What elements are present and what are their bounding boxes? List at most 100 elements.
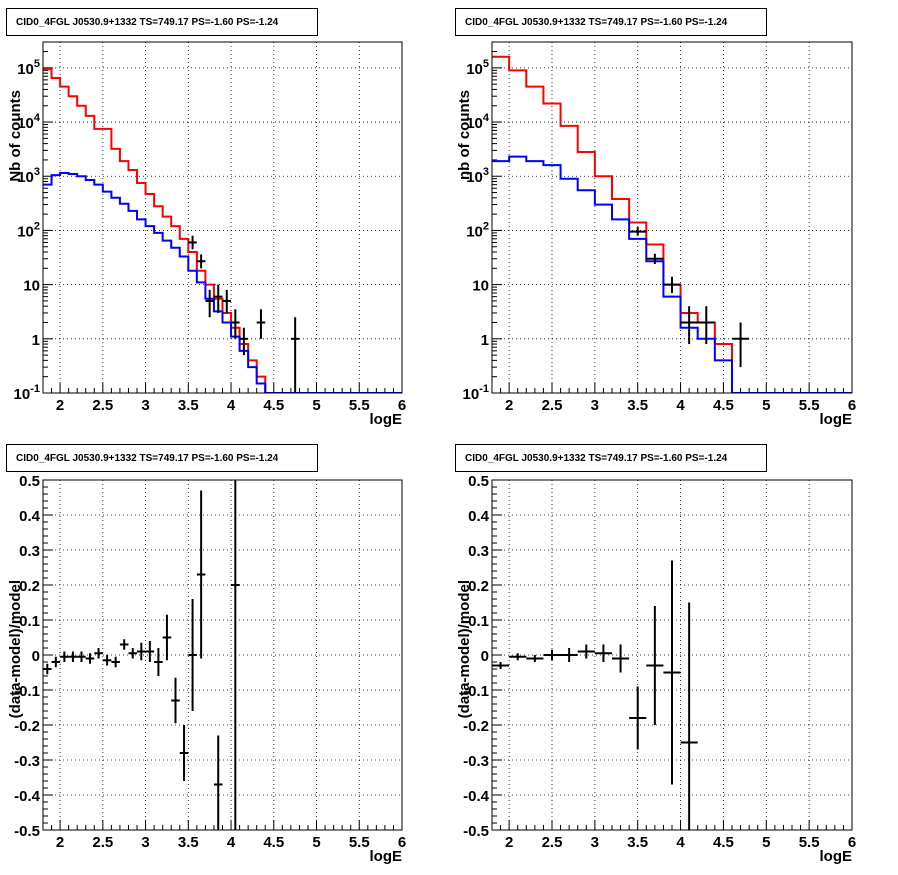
y-tick-label: -0.2: [463, 718, 489, 735]
residual-point: [543, 649, 561, 661]
residual-point: [629, 686, 647, 750]
x-tick-label: 2: [56, 397, 64, 414]
y-axis-label: (data-model)/model: [7, 580, 24, 718]
y-tick-label: 105: [17, 58, 40, 78]
data-point: [680, 306, 698, 345]
y-tick-base: 10: [17, 169, 34, 186]
series-line-2: [492, 155, 852, 393]
x-tick-label: 4: [227, 397, 236, 414]
y-tick-label: 10: [472, 278, 489, 295]
residual-point: [43, 663, 52, 675]
title-box: [6, 444, 318, 472]
title-box: [455, 444, 767, 472]
residual-point: [213, 735, 223, 830]
y-tick-base: 10: [466, 169, 483, 186]
x-tick-label: 5: [762, 834, 770, 851]
y-tick-label: 0.1: [19, 613, 40, 630]
y-axis-label: Nb of counts: [7, 90, 24, 182]
data-point: [663, 276, 681, 294]
residual-point: [680, 602, 698, 830]
y-tick-label: 0.2: [19, 578, 40, 595]
y-tick-label: -0.4: [463, 788, 490, 805]
x-tick-label: 4.5: [713, 397, 734, 414]
y-tick-label: 0.5: [19, 473, 40, 490]
y-tick-label: -0.4: [14, 788, 41, 805]
chart-panel-4: CID0_4FGL J0530.9+1332 TS=749.17 PS=-1.6…: [455, 444, 856, 865]
residual-point: [663, 560, 681, 785]
x-tick-label: 2.5: [542, 397, 563, 414]
plot-frame: [42, 479, 403, 831]
x-tick-label: 4.5: [713, 834, 734, 851]
y-tick-label: -0.1: [463, 683, 489, 700]
y-tick-base: 10: [466, 223, 483, 240]
chart-title: CID0_4FGL J0530.9+1332 TS=749.17 PS=-1.6…: [465, 453, 728, 464]
y-tick-exponent: 2: [34, 220, 40, 232]
residual-point: [77, 651, 86, 662]
residual-point: [162, 614, 172, 661]
x-tick-label: 5: [762, 397, 770, 414]
residual-point: [119, 639, 129, 650]
series-line-1: [43, 68, 402, 393]
residual-point: [102, 655, 112, 666]
y-tick-label: 0.5: [468, 473, 489, 490]
x-tick-label: 3.5: [627, 834, 648, 851]
chart-panel-1: CID0_4FGL J0530.9+1332 TS=749.17 PS=-1.6…: [6, 8, 406, 428]
y-tick-label: 102: [466, 220, 489, 240]
data-point: [231, 309, 240, 339]
residual-point: [612, 644, 630, 673]
residual-point: [85, 653, 95, 664]
x-axis-label: logE: [370, 848, 403, 865]
residual-point: [171, 677, 180, 724]
y-tick-label: 102: [17, 220, 40, 240]
title-box: [455, 8, 767, 36]
plot-frame: [42, 41, 403, 394]
x-tick-label: 5.5: [349, 834, 370, 851]
y-tick-label: 1: [481, 332, 489, 349]
x-tick-label: 3.5: [627, 397, 648, 414]
y-axis-label: nb of counts: [456, 90, 473, 180]
residual-point: [154, 648, 163, 676]
y-tick-exponent: 2: [483, 220, 489, 232]
y-tick-label: -0.1: [14, 683, 40, 700]
x-tick-label: 4: [676, 834, 685, 851]
title-box: [6, 8, 318, 36]
x-tick-label: 2.5: [92, 834, 113, 851]
data-point: [629, 227, 647, 236]
series-line-2: [43, 171, 402, 393]
residual-point: [51, 656, 61, 668]
residual-point: [145, 641, 155, 662]
x-axis-label: logE: [820, 411, 853, 428]
data-point: [256, 309, 266, 339]
x-axis-label: logE: [820, 848, 853, 865]
y-tick-label: -0.5: [463, 823, 489, 840]
residual-point: [577, 644, 595, 659]
residual-point: [111, 656, 120, 668]
y-tick-label: 0: [32, 648, 40, 665]
plot-frame: [491, 41, 853, 394]
residual-point: [60, 651, 69, 662]
x-tick-label: 5.5: [799, 834, 820, 851]
residual-point: [526, 655, 544, 662]
data-point: [239, 327, 249, 356]
x-tick-label: 5.5: [799, 397, 820, 414]
series-line-1: [492, 55, 852, 393]
y-tick-label: 10: [23, 278, 40, 295]
data-point: [732, 322, 750, 368]
x-tick-label: 3: [591, 834, 599, 851]
x-tick-label: 6: [398, 834, 406, 851]
chart-title: CID0_4FGL J0530.9+1332 TS=749.17 PS=-1.6…: [16, 17, 279, 28]
y-tick-base: 10: [14, 386, 31, 403]
residual-point: [196, 490, 206, 659]
residual-point: [137, 642, 146, 661]
y-tick-label: 0.3: [468, 543, 489, 560]
x-tick-label: 2: [505, 834, 513, 851]
residual-point: [594, 644, 612, 662]
y-tick-label: -0.3: [463, 753, 489, 770]
residual-point: [179, 725, 189, 781]
x-tick-label: 2.5: [92, 397, 113, 414]
chart-title: CID0_4FGL J0530.9+1332 TS=749.17 PS=-1.6…: [465, 17, 728, 28]
x-tick-label: 3: [591, 397, 599, 414]
y-tick-base: 10: [17, 115, 34, 132]
y-tick-label: 0: [481, 648, 489, 665]
y-tick-exponent: 5: [483, 58, 489, 70]
